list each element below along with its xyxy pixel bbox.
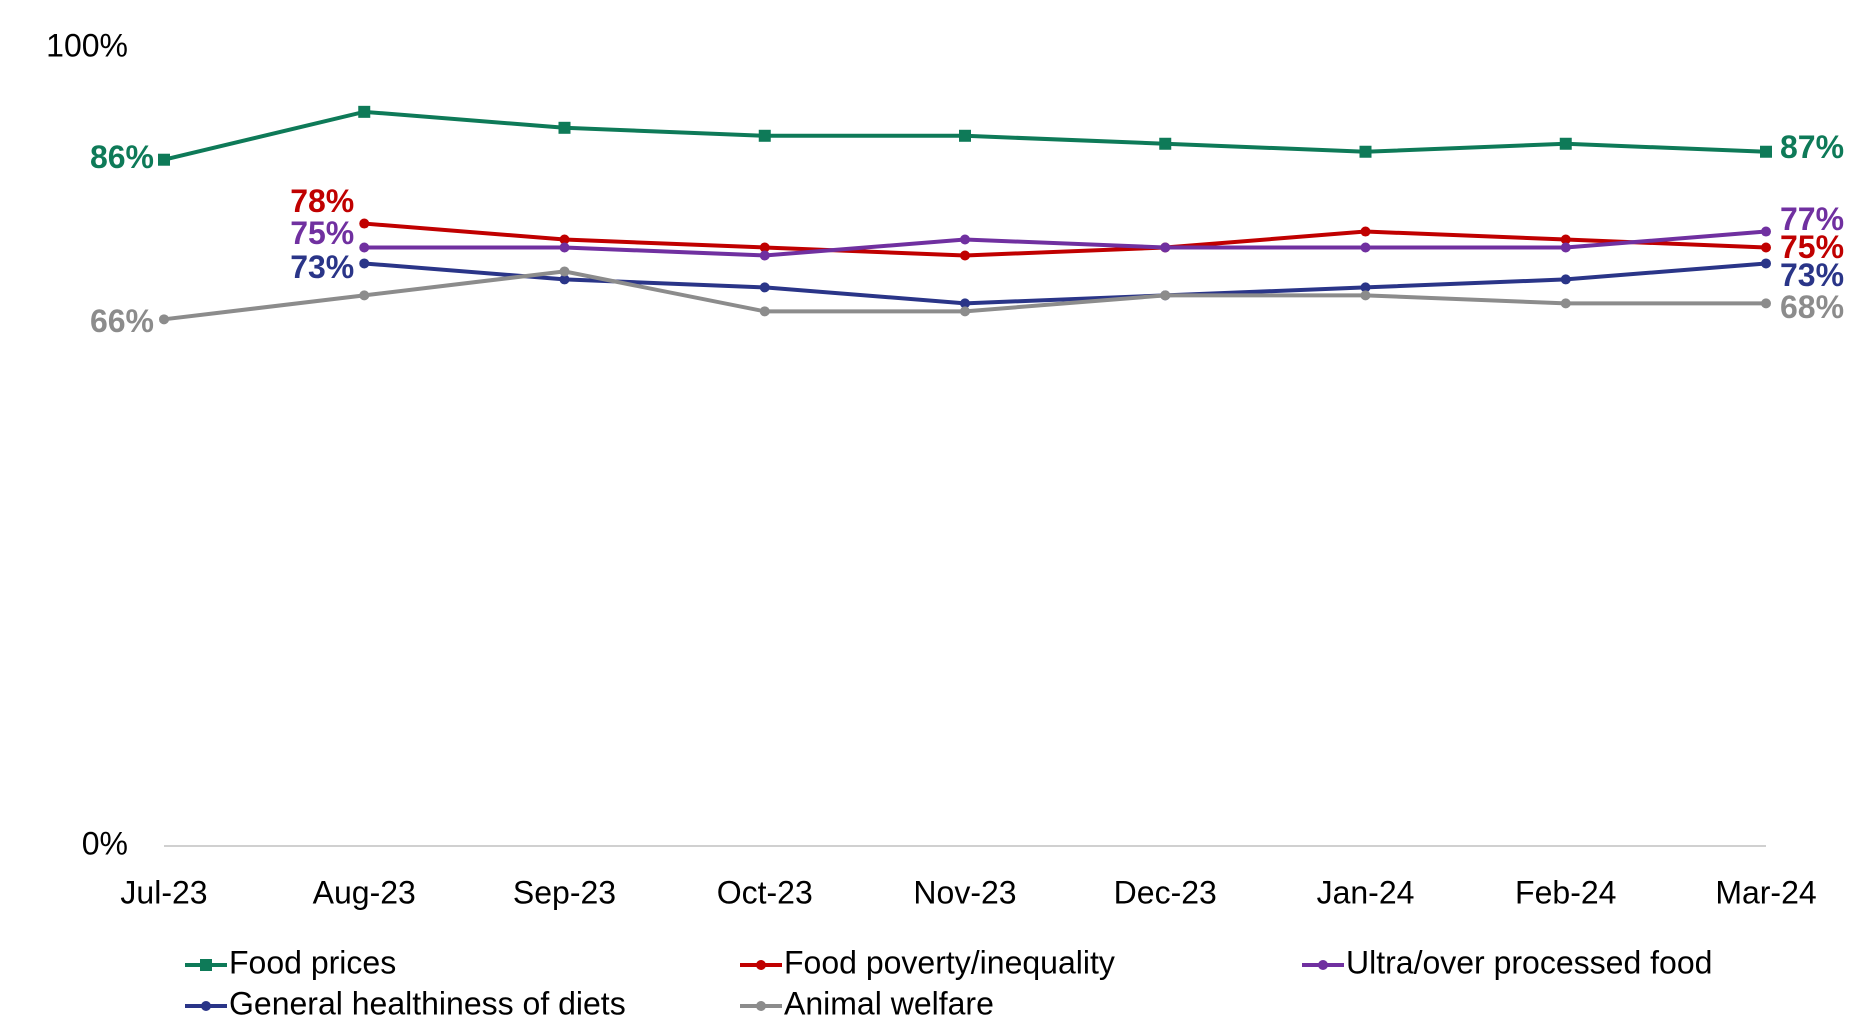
marker bbox=[359, 258, 370, 269]
x-tick-label: Nov-23 bbox=[913, 874, 1016, 910]
series-line bbox=[364, 221, 1767, 258]
legend-marker bbox=[756, 1001, 766, 1011]
data-label: 73% bbox=[1780, 257, 1844, 293]
marker bbox=[1360, 290, 1371, 301]
marker bbox=[1359, 145, 1372, 158]
marker bbox=[158, 153, 170, 166]
marker bbox=[960, 298, 970, 309]
legend-label: General healthiness of diets bbox=[229, 985, 626, 1021]
legend-marker bbox=[1318, 960, 1328, 970]
marker bbox=[1761, 242, 1771, 253]
marker bbox=[759, 250, 770, 261]
data-label: 77% bbox=[1780, 201, 1844, 237]
marker bbox=[1760, 145, 1772, 158]
x-tick-label: Aug-23 bbox=[313, 874, 416, 910]
marker bbox=[1360, 282, 1371, 293]
marker bbox=[1360, 226, 1371, 237]
marker bbox=[1360, 242, 1371, 253]
x-tick-label: Jul-23 bbox=[120, 874, 207, 910]
data-label: 86% bbox=[90, 139, 154, 175]
marker bbox=[759, 282, 770, 293]
marker bbox=[759, 242, 770, 253]
y-tick-label: 100% bbox=[46, 27, 128, 63]
legend-label: Food poverty/inequality bbox=[784, 944, 1115, 980]
x-tick-label: Jan-24 bbox=[1317, 874, 1415, 910]
marker bbox=[558, 121, 571, 134]
marker bbox=[1560, 234, 1571, 245]
marker bbox=[1761, 258, 1771, 269]
data-label: 68% bbox=[1780, 289, 1844, 325]
marker bbox=[1159, 137, 1172, 150]
series-line bbox=[364, 229, 1767, 258]
marker bbox=[559, 266, 570, 277]
x-tick-label: Feb-24 bbox=[1515, 874, 1616, 910]
marker bbox=[1560, 274, 1571, 285]
legend-label: Ultra/over processed food bbox=[1346, 944, 1712, 980]
marker bbox=[359, 242, 370, 253]
x-tick-label: Sep-23 bbox=[513, 874, 616, 910]
marker bbox=[1160, 290, 1171, 301]
marker bbox=[559, 274, 570, 285]
legend-marker bbox=[756, 960, 766, 970]
marker bbox=[358, 105, 371, 118]
marker bbox=[959, 129, 971, 142]
marker bbox=[1761, 226, 1771, 237]
data-label: 75% bbox=[1780, 229, 1844, 265]
legend-marker bbox=[201, 1001, 211, 1011]
marker bbox=[359, 218, 370, 229]
data-label: 66% bbox=[90, 303, 154, 339]
marker bbox=[559, 234, 570, 245]
x-tick-label: Mar-24 bbox=[1715, 874, 1816, 910]
marker bbox=[960, 250, 970, 261]
data-label: 75% bbox=[290, 215, 354, 251]
legend-label: Food prices bbox=[229, 944, 396, 980]
data-label: 73% bbox=[290, 249, 354, 285]
legend-marker bbox=[200, 959, 212, 971]
legend-label: Animal welfare bbox=[784, 985, 994, 1021]
x-tick-label: Dec-23 bbox=[1114, 874, 1217, 910]
marker bbox=[1559, 137, 1572, 150]
marker bbox=[559, 242, 570, 253]
marker bbox=[1160, 242, 1171, 253]
data-label: 87% bbox=[1780, 129, 1844, 165]
series-line bbox=[364, 261, 1767, 306]
marker bbox=[1560, 298, 1571, 309]
marker bbox=[159, 314, 169, 325]
x-tick-label: Oct-23 bbox=[717, 874, 813, 910]
marker bbox=[758, 129, 771, 142]
marker bbox=[359, 290, 370, 301]
y-tick-label: 0% bbox=[82, 825, 128, 861]
data-label: 78% bbox=[290, 183, 354, 219]
marker bbox=[960, 234, 970, 245]
marker bbox=[759, 306, 770, 317]
marker bbox=[1560, 242, 1571, 253]
marker bbox=[1761, 298, 1771, 309]
marker bbox=[960, 306, 970, 317]
